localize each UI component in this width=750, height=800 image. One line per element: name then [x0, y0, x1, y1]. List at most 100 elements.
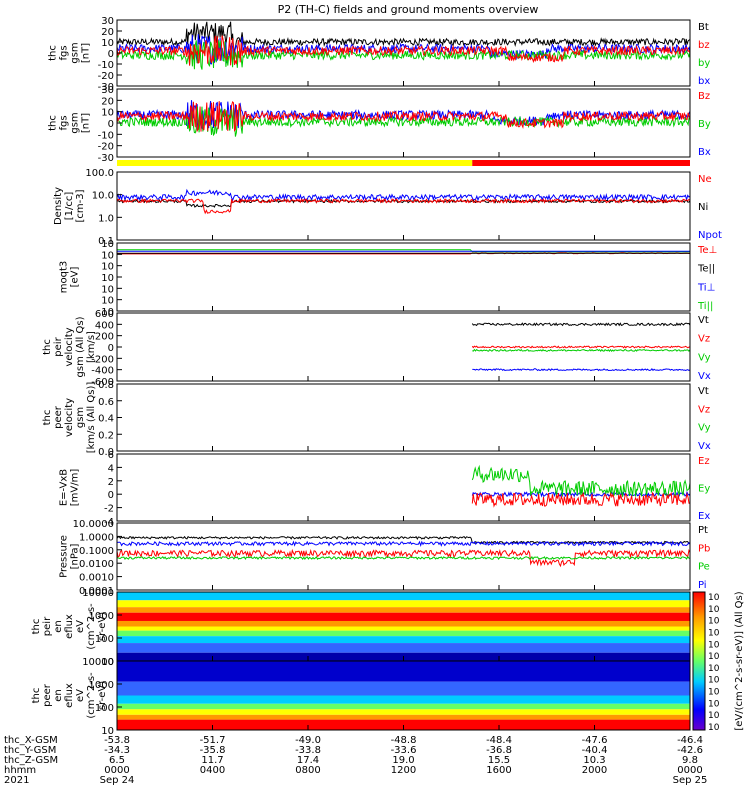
panel-frame	[116, 453, 691, 522]
spectrogram-band	[117, 643, 690, 653]
y-axis-label: gsm (All Qs)	[75, 316, 86, 377]
y-axis-label: eflux	[64, 683, 75, 708]
colorbar-rect	[692, 591, 706, 731]
y-axis-label: fgs	[59, 115, 70, 130]
y-axis-label: [km/s (All Qs)]	[86, 382, 97, 454]
colorbar-tick-label: 10	[708, 640, 720, 650]
legend-ni: Ni	[698, 202, 708, 213]
y-axis-label: velocity	[64, 327, 75, 366]
y-axis-label: thc	[48, 115, 59, 131]
y-tick-label: -2	[104, 504, 114, 515]
y-tick-label: 1.0	[98, 213, 114, 224]
y-tick-label: -30	[98, 82, 114, 93]
time-axis-value: -40.4	[582, 745, 608, 756]
y-tick-label: 0.4	[98, 414, 114, 425]
y-tick-label: -600	[91, 377, 114, 388]
spectrogram-band	[117, 620, 690, 627]
series-pt	[116, 535, 691, 545]
y-tick-label: 0	[108, 490, 114, 501]
y-tick-label: 10	[101, 726, 114, 737]
series-vy	[472, 348, 691, 353]
panel-peir_spec: 10000 1000 100 10 thc peir en eflux eV (cm^2-s-sr…	[31, 588, 691, 668]
legend-pt: Pt	[698, 525, 708, 536]
y-axis-label: thc	[42, 339, 53, 355]
series-vx	[472, 367, 691, 372]
y-tick-label: 1000	[89, 611, 114, 622]
y-tick-label: 0.1000	[79, 546, 114, 557]
ephemeris-row-label: thc_Y-GSM	[4, 745, 56, 756]
y-axis-label: eflux	[64, 614, 75, 639]
legend-te||: Te||	[697, 264, 715, 275]
y-tick-label: 100	[95, 634, 114, 645]
y-axis-label: velocity	[64, 398, 75, 437]
y-tick-label: 0	[108, 343, 114, 354]
legend-pi: Pi	[698, 580, 707, 591]
colorbar-tick-label: 10	[708, 711, 720, 721]
legend-vt: Vt	[698, 386, 709, 397]
y-axis-label: [eV]	[70, 267, 81, 288]
series-pb	[116, 548, 691, 568]
y-tick-label: 0.0001	[79, 586, 114, 597]
ephemeris-row-label: hhmm	[4, 765, 36, 776]
y-tick-label: 100.0	[85, 168, 114, 179]
legend-by: By	[698, 119, 711, 130]
y-tick-label: 100	[95, 703, 114, 714]
time-axis-value: 2000	[582, 765, 607, 776]
colorbar-tick-label: 10	[708, 652, 720, 662]
y-axis-label: [1/cc]	[64, 192, 75, 221]
colorbar-tick-label: 10	[708, 676, 720, 686]
legend-vz: Vz	[698, 334, 710, 345]
y-tick-label: 10000	[82, 657, 114, 668]
panel-peer_vel: 0.8 0.6 0.4 0.2 0.0 thc peer velocity gsm [km/s (…	[42, 380, 711, 458]
y-tick-label: 0.1	[98, 236, 114, 247]
y-tick-label: 0.0010	[79, 573, 114, 584]
time-axis-value: -33.8	[295, 745, 321, 756]
colorbar-tick-label: 10	[708, 723, 720, 733]
series-vz	[471, 345, 691, 349]
y-tick-label: -20	[98, 71, 114, 82]
y-tick-label: 10	[101, 239, 114, 250]
series-ez	[471, 491, 690, 508]
legend-npot: Npot	[698, 230, 722, 241]
legend-bx: bx	[698, 76, 710, 87]
legend-bz: Bz	[698, 91, 710, 102]
y-axis-label: gsm	[70, 112, 81, 133]
y-axis-label: eV	[75, 620, 86, 633]
y-axis-label: [nPa]	[70, 543, 81, 569]
y-axis-label: peer	[42, 683, 53, 707]
y-tick-label: 200	[95, 332, 114, 343]
y-tick-label: 10	[101, 250, 114, 261]
ephemeris-row-label: thc_Z-GSM	[4, 755, 58, 766]
y-tick-label: 30	[101, 16, 114, 27]
y-axis-label: [cm-3]	[75, 189, 86, 222]
panel-frame	[116, 383, 691, 452]
y-tick-label: 0.0	[98, 447, 114, 458]
y-tick-label: 10	[101, 296, 114, 307]
spectrogram-band	[117, 600, 690, 608]
y-tick-label: 20	[101, 27, 114, 38]
y-tick-label: 0.6	[98, 397, 114, 408]
series-ni	[116, 198, 691, 208]
y-axis-label: peir	[42, 616, 53, 636]
y-tick-label: 10	[101, 284, 114, 295]
series-npot	[116, 188, 691, 202]
time-axis-value: 0000	[104, 765, 129, 776]
y-tick-label: 0.2	[98, 430, 114, 441]
y-tick-label: 4	[108, 463, 114, 474]
y-axis-label: sr-eV)	[97, 612, 108, 641]
spectrogram-band	[117, 709, 690, 715]
time-axis-value: 1600	[486, 765, 511, 776]
time-axis-value: -35.8	[200, 745, 226, 756]
time-axis-value: -42.6	[677, 745, 703, 756]
y-tick-label: 600	[95, 309, 114, 320]
time-axis-value: -36.8	[486, 745, 512, 756]
y-tick-label: -10	[98, 60, 114, 71]
time-axis-value: Sep 25	[673, 775, 708, 786]
y-axis-label: [nT]	[81, 43, 92, 63]
colorbar-tick-label: 10	[708, 605, 720, 615]
legend-ne: Ne	[698, 174, 712, 185]
time-axis-value: -53.8	[104, 735, 130, 746]
colorbar-tick-label: 10	[708, 664, 720, 674]
legend-te⊥: Te⊥	[697, 245, 717, 256]
spectrogram-band	[117, 607, 690, 613]
